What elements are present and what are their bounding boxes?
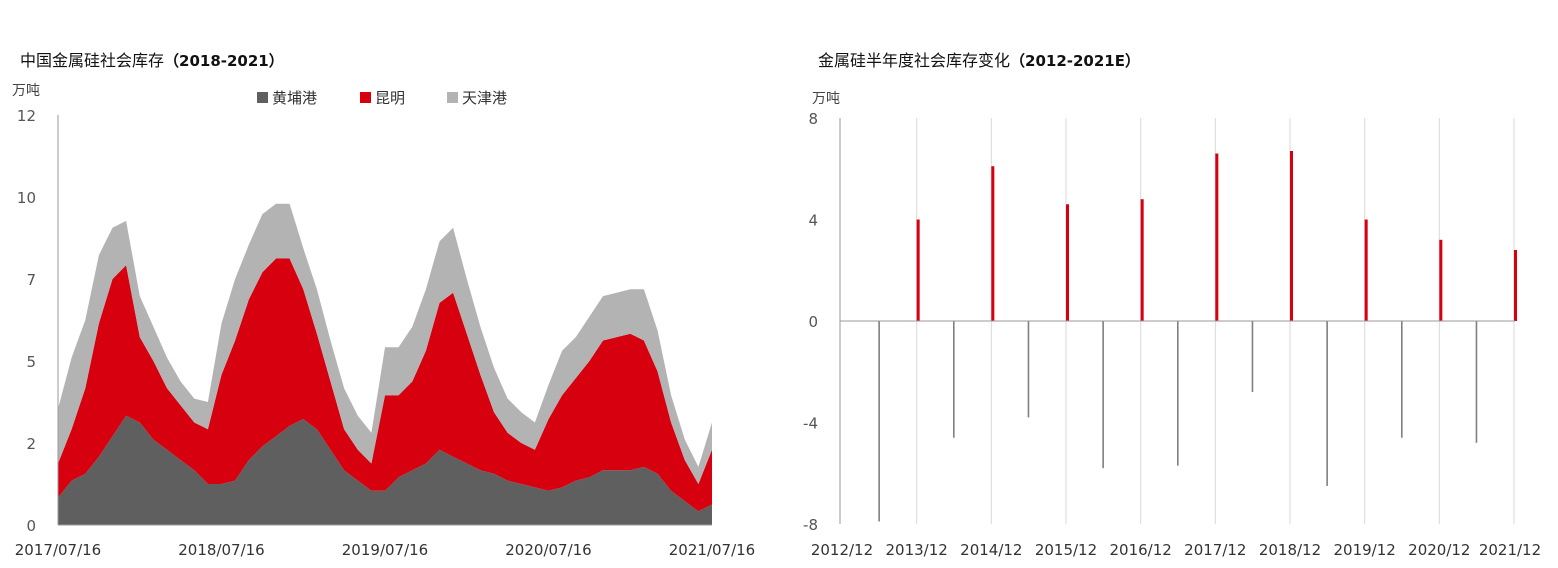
right-x-tick-label: 2015/12 [1035,541,1097,559]
bar-2013/12 [916,219,920,321]
bar-2015/06 [1027,321,1030,418]
left-y-tick-label: 5 [26,353,36,371]
left-chart: 中国金属硅社会库存（2018-2021） 万吨 黄埔港 昆明 天津港 0 2 5 7 10 1… [12,51,755,559]
area-series-1 [58,258,712,512]
right-y-tick-label: -8 [803,516,818,534]
left-y-ticks: 0 2 5 7 10 12 [17,107,36,535]
left-x-tick-label: 2018/07/16 [178,541,264,559]
right-x-tick-label: 2016/12 [1110,541,1172,559]
bar-2018/06 [1251,321,1254,393]
legend-label-2: 天津港 [462,89,507,107]
left-chart-unit: 万吨 [12,83,40,99]
bar-2018/12 [1290,150,1293,321]
right-y-tick-label: -4 [803,415,818,433]
left-legend: 黄埔港 昆明 天津港 [257,89,507,107]
left-y-tick-label: 12 [17,107,36,125]
legend-swatch-0 [257,92,268,103]
legend-swatch-2 [447,92,458,103]
right-y-tick-label: 8 [808,110,818,128]
right-y-tick-label: 4 [808,212,818,230]
legend-label-1: 昆明 [375,89,405,107]
bar-2017/12 [1215,153,1219,321]
area-series-0 [58,415,712,525]
bar-2015/12 [1066,204,1069,321]
right-chart-title-years: （2012-2021E） [1010,52,1140,70]
right-x-tick-label: 2014/12 [960,541,1022,559]
left-y-tick-label: 7 [26,271,36,289]
right-y-ticks: -8 -4 0 4 8 [803,110,818,534]
right-x-ticks: 2012/12 2013/12 2014/12 2015/12 2016/12 2017/… [811,541,1541,559]
right-chart-unit: 万吨 [812,91,840,107]
legend-swatch-1 [360,92,371,103]
right-x-tick-label: 2018/12 [1259,541,1321,559]
left-areas [58,203,712,525]
bar-2020/06 [1401,321,1403,438]
area-series-2 [58,203,712,485]
bar-2021/12 [1514,249,1517,321]
right-chart-title-main: 金属硅半年度社会库存变化 [818,51,1010,70]
left-x-tick-label: 2020/07/16 [505,541,591,559]
bar-2021/06 [1475,321,1478,443]
bar-2019/06 [1326,321,1328,486]
right-x-tick-label: 2021/12 [1479,541,1541,559]
left-y-tick-label: 2 [26,435,36,453]
left-x-tick-label: 2021/07/16 [669,541,755,559]
left-chart-title-main: 中国金属硅社会库存 [20,51,164,70]
bar-2014/06 [953,321,955,438]
right-x-tick-label: 2020/12 [1408,541,1470,559]
right-chart-title: 金属硅半年度社会库存变化（2012-2021E） [818,51,1140,70]
right-x-tick-label: 2013/12 [886,541,948,559]
left-chart-title: 中国金属硅社会库存（2018-2021） [20,51,284,70]
bar-2017/06 [1177,321,1179,466]
right-bars [878,150,1517,522]
left-x-ticks: 2017/07/16 2018/07/16 2019/07/16 2020/07/16… [15,541,755,559]
bar-2020/12 [1439,239,1443,321]
right-x-tick-label: 2012/12 [811,541,873,559]
bar-2013/06 [878,321,880,522]
left-chart-title-years: （2018-2021） [164,52,284,70]
left-y-tick-label: 0 [26,517,36,535]
right-y-tick-label: 0 [808,313,818,331]
right-x-tick-label: 2019/12 [1334,541,1396,559]
bar-2016/12 [1140,199,1144,321]
legend-label-0: 黄埔港 [272,89,317,107]
left-x-tick-label: 2017/07/16 [15,541,101,559]
bar-2016/06 [1102,321,1104,469]
bar-2019/12 [1364,219,1368,321]
left-y-tick-label: 10 [17,189,36,207]
right-chart: 金属硅半年度社会库存变化（2012-2021E） 万吨 -8 -4 0 4 8 2012… [803,51,1541,559]
bar-2014/12 [991,166,995,321]
left-x-tick-label: 2019/07/16 [342,541,428,559]
right-x-tick-label: 2017/12 [1184,541,1246,559]
